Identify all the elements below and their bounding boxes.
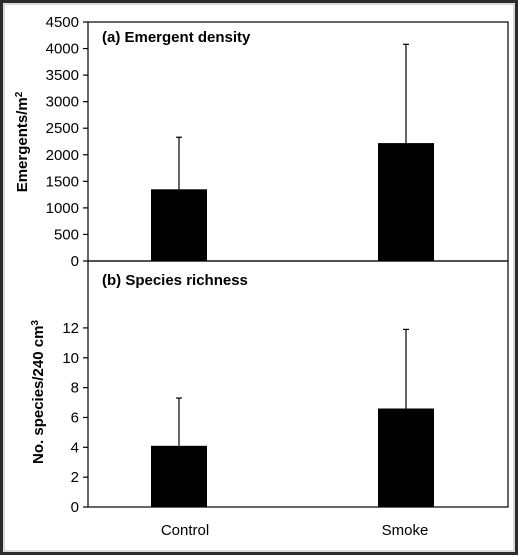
panel-b-y-tick-label: 2 xyxy=(71,469,79,486)
panel-a-y-tick-label: 4500 xyxy=(46,14,79,31)
panel-a-ticks: 0 500 1000 1500 2000 2500 3000 3500 4000 4500 xyxy=(46,14,88,270)
panel-a-y-tick-label: 2000 xyxy=(46,147,79,164)
panel-a-y-tick-label: 4000 xyxy=(46,41,79,58)
panel-a-y-axis-title-sup: 2 xyxy=(14,91,25,97)
panel-b-bar-control xyxy=(151,445,207,507)
panel-b-y-axis-title-sup: 3 xyxy=(30,320,41,326)
panel-a-y-tick-label: 1500 xyxy=(46,173,79,190)
panel-a-y-tick-label: 1000 xyxy=(46,200,79,217)
panel-a-y-tick-label: 3500 xyxy=(46,67,79,84)
panel-b-bars xyxy=(151,408,434,507)
panel-a-y-tick-label: 0 xyxy=(71,253,79,270)
panel-a-bar-smoke xyxy=(378,143,434,261)
inner-frame-shadow xyxy=(3,3,515,552)
panel-a-y-tick-label: 3000 xyxy=(46,94,79,111)
panel-a-y-axis-title: Emergents/m2 xyxy=(14,91,32,192)
x-category-label-control: Control xyxy=(161,522,209,539)
panel-b-errorbars xyxy=(176,328,409,446)
panel-b-y-tick-label: 0 xyxy=(71,499,79,516)
panel-a-y-tick-label: 500 xyxy=(54,226,79,243)
panel-b-y-tick-label: 4 xyxy=(71,439,79,456)
panel-b-y-tick-label: 12 xyxy=(62,320,79,337)
panel-a-title: (a) Emergent density xyxy=(102,29,251,46)
panel-b-y-tick-label: 6 xyxy=(71,409,79,426)
panel-b-y-tick-label: 8 xyxy=(71,380,79,397)
panel-b: (b) Species richness 0 2 4 6 8 10 12 No. speci… xyxy=(30,260,509,516)
panel-b-title: (b) Species richness xyxy=(102,272,248,289)
panel-a-errorbars xyxy=(176,43,409,190)
panel-a-y-tick-label: 2500 xyxy=(46,120,79,137)
panel-a-bars xyxy=(151,143,434,261)
panel-b-y-axis-title-base: No. species/240 cm xyxy=(30,326,47,464)
panel-b-plot-area xyxy=(87,260,509,508)
panel-b-bar-smoke xyxy=(378,408,434,507)
panel-a-bar-control xyxy=(151,189,207,261)
panel-a: (a) Emergent density 0 500 1000 1500 2000 250… xyxy=(14,14,509,270)
panel-b-ticks: 0 2 4 6 8 10 12 xyxy=(62,320,88,516)
panel-b-y-tick-label: 10 xyxy=(62,350,79,367)
x-category-label-smoke: Smoke xyxy=(382,522,429,539)
panel-a-y-axis-title-base: Emergents/m xyxy=(14,97,31,192)
panel-b-y-axis-title: No. species/240 cm3 xyxy=(30,320,48,464)
